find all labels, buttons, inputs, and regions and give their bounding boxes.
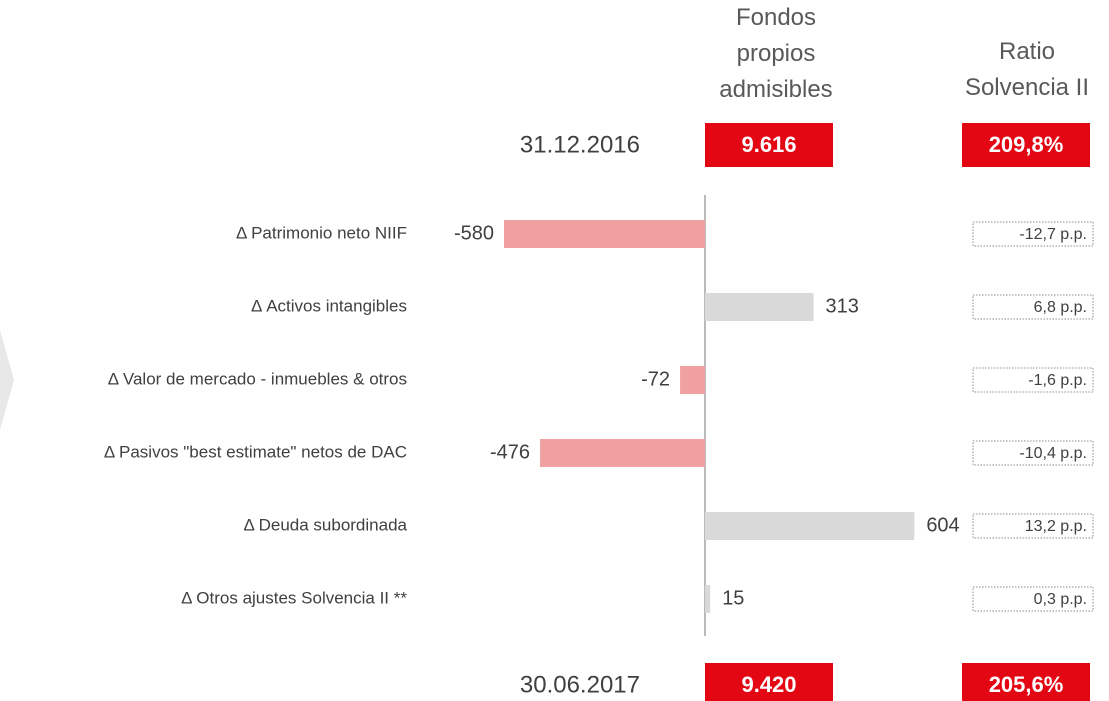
bar-value-label: 313: [825, 295, 858, 317]
total-label: 9.420: [741, 672, 796, 697]
total-box: [705, 123, 833, 167]
category-label: Δ Valor de mercado - inmuebles & otros: [108, 369, 407, 388]
ratio-change-label: 6,8 p.p.: [1034, 299, 1087, 316]
category-label: Δ Otros ajustes Solvencia II **: [181, 588, 407, 607]
ratio-change-box: [972, 221, 1094, 247]
bar: [705, 293, 814, 321]
ratio-change-label: 0,3 p.p.: [1034, 591, 1087, 608]
ratio-change-label: -10,4 p.p.: [1019, 445, 1087, 462]
ratio-change-label: -1,6 p.p.: [1028, 372, 1087, 389]
bar-value-label: -72: [641, 368, 670, 390]
ratio-label: 209,8%: [989, 132, 1064, 157]
ratio-change-box: [972, 513, 1094, 539]
category-label: Δ Deuda subordinada: [243, 515, 407, 534]
bar: [540, 439, 705, 467]
column-header: Ratio Solvencia II: [964, 38, 1090, 101]
decor-arrow: [0, 330, 14, 430]
category-label: Δ Activos intangibles: [251, 296, 407, 315]
column-header: Fondos propios admisibles: [719, 4, 833, 103]
bar: [705, 512, 915, 540]
ratio-box: [962, 663, 1090, 701]
ratio-box: [962, 123, 1090, 167]
ratio-change-label: -12,7 p.p.: [1019, 226, 1087, 243]
bar-value-label: -580: [454, 222, 494, 244]
total-label: 9.616: [741, 132, 796, 157]
date-label: 30.06.2017: [520, 671, 640, 698]
bar-value-label: -476: [490, 441, 530, 463]
bar-value-label: 604: [926, 514, 959, 536]
ratio-change-label: 13,2 p.p.: [1025, 518, 1087, 535]
ratio-label: 205,6%: [989, 672, 1064, 697]
category-label: Δ Pasivos "best estimate" netos de DAC: [104, 442, 407, 461]
bar: [504, 220, 705, 248]
ratio-change-box: [972, 440, 1094, 466]
ratio-change-box: [972, 294, 1094, 320]
date-label: 31.12.2016: [520, 131, 640, 158]
ratio-change-box: [972, 586, 1094, 612]
bar: [680, 366, 705, 394]
ratio-change-box: [972, 367, 1094, 393]
bar: [705, 585, 711, 613]
total-box: [705, 663, 833, 701]
bar-value-label: 15: [722, 587, 744, 609]
category-label: Δ Patrimonio neto NIIF: [236, 223, 407, 242]
